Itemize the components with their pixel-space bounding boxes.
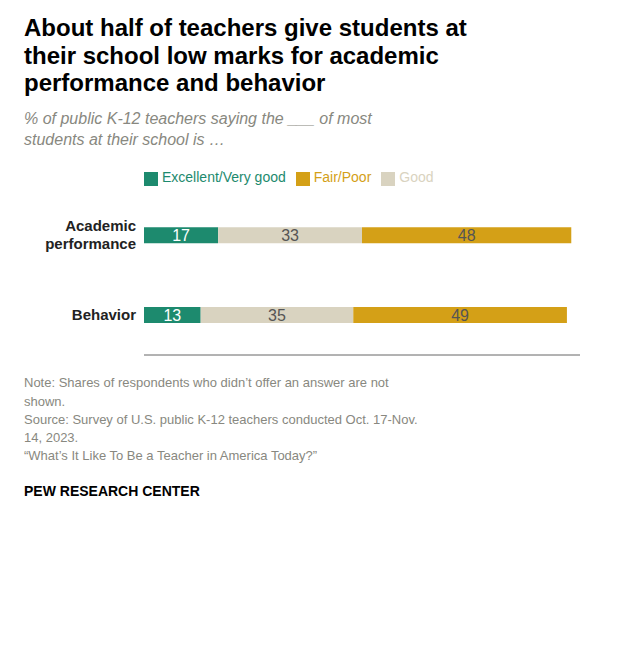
html-text:% of public K-12 teachers sayi: % of public K-12 teachers saying the ___… [24,109,372,148]
svg-text:33: 33 [281,227,299,244]
svg-text:49: 49 [451,307,469,324]
svg-text:48: 48 [458,227,476,244]
svg-text:Behavior: Behavior [72,307,136,324]
svg-text:13: 13 [163,307,181,324]
html-text:About half of teachers give st: About half of teachers give students at … [24,14,467,97]
svg-text:Academicperformance: Academicperformance [45,218,136,253]
html-text:Excellent/Very good: Excellent/Very good [162,169,286,186]
html-text:Good: Good [399,169,434,186]
html-text:Note: Shares of respondents wh: Note: Shares of respondents who didn’t o… [24,375,418,464]
html-text:PEW RESEARCH CENTER: PEW RESEARCH CENTER [24,483,200,500]
html-text:Fair/Poor: Fair/Poor [313,169,372,186]
svg-text:35: 35 [268,307,286,324]
svg-text:17: 17 [172,227,190,244]
